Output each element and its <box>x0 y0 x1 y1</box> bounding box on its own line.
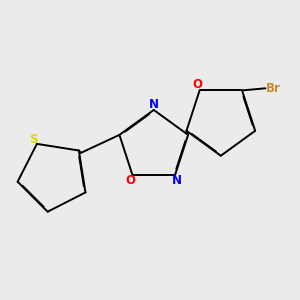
Text: N: N <box>149 98 159 111</box>
Text: N: N <box>172 174 182 187</box>
Text: O: O <box>125 174 135 187</box>
Text: S: S <box>29 133 38 146</box>
Text: O: O <box>193 78 202 92</box>
Text: Br: Br <box>266 82 280 95</box>
